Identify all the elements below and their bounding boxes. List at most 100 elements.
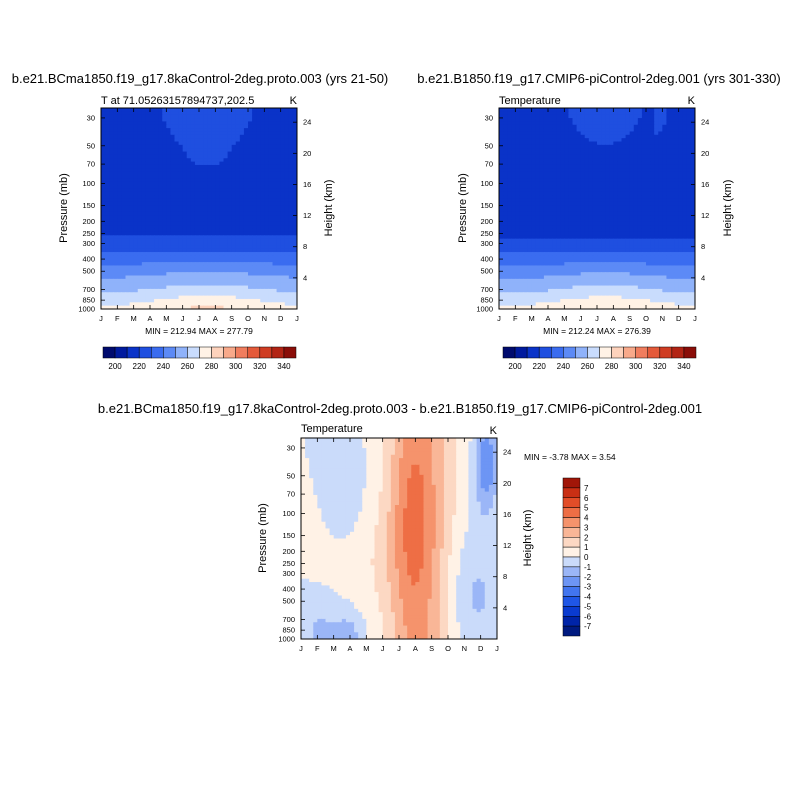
contour-cell: [637, 158, 643, 163]
contour-cell: [158, 178, 163, 183]
contour-cell: [137, 188, 143, 193]
contour-cell: [133, 265, 139, 270]
contour-cell: [588, 124, 594, 129]
contour-cell: [231, 235, 237, 240]
contour-cell: [252, 215, 257, 220]
contour-cell: [125, 134, 131, 139]
contour-cell: [231, 131, 237, 136]
contour-cell: [280, 295, 286, 300]
contour-cell: [211, 158, 216, 163]
contour-cell: [646, 144, 651, 149]
contour-cell: [617, 188, 623, 193]
contour-cell: [292, 158, 297, 163]
contour-cell: [597, 221, 602, 226]
contour-cell: [597, 195, 602, 200]
contour-cell: [223, 161, 229, 166]
contour-cell: [548, 228, 553, 233]
contour-cell: [641, 211, 647, 216]
contour-cell: [203, 248, 208, 253]
contour-cell: [121, 164, 127, 169]
contour-cell: [272, 195, 278, 200]
contour-cell: [121, 282, 127, 287]
x-tick-label: O: [245, 314, 251, 323]
contour-cell: [199, 245, 204, 250]
contour-cell: [641, 198, 647, 203]
contour-cell: [162, 208, 167, 213]
contour-cell: [227, 252, 233, 256]
contour-cell: [662, 118, 668, 122]
contour-cell: [531, 178, 537, 183]
contour-cell: [507, 188, 512, 193]
contour-cell: [280, 148, 286, 153]
contour-cell: [658, 108, 663, 112]
contour-cell: [105, 292, 110, 297]
contour-cell: [556, 215, 561, 220]
contour-cell: [560, 121, 565, 126]
y-tick-label: 100: [82, 179, 95, 188]
contour-cell: [223, 265, 229, 270]
contour-cell: [637, 161, 643, 166]
contour-cell: [243, 298, 249, 303]
contour-cell: [625, 171, 631, 176]
contour-cell: [194, 285, 200, 290]
contour-cell: [674, 195, 680, 200]
contour-cell: [121, 121, 127, 126]
contour-cell: [235, 275, 241, 280]
contour-cell: [515, 128, 521, 133]
contour-cell: [515, 121, 521, 126]
contour-cell: [284, 131, 290, 136]
contour-cell: [194, 148, 200, 153]
contour-cell: [601, 188, 606, 193]
contour-cell: [260, 228, 265, 233]
contour-cell: [292, 231, 297, 236]
contour-cell: [564, 128, 570, 133]
contour-cell: [248, 191, 253, 196]
contour-cell: [141, 134, 147, 139]
contour-cell: [658, 211, 663, 216]
contour-cell: [211, 211, 216, 216]
contour-cell: [227, 198, 233, 203]
contour-cell: [141, 282, 147, 287]
contour-cell: [235, 262, 241, 267]
contour-cell: [174, 128, 180, 133]
contour-cell: [260, 185, 265, 189]
contour-cell: [527, 148, 533, 153]
contour-cell: [243, 191, 249, 196]
contour-cell: [629, 195, 635, 200]
contour-cell: [166, 305, 172, 309]
y-right-tick-label: 8: [303, 242, 307, 251]
contour-cell: [260, 275, 265, 280]
contour-cell: [288, 144, 294, 149]
contour-cell: [137, 108, 143, 112]
contour-cell: [260, 302, 265, 307]
contour-cell: [174, 275, 180, 280]
contour-cell: [609, 221, 614, 226]
contour-cell: [211, 298, 216, 303]
contour-cell: [276, 158, 282, 163]
contour-cell: [133, 111, 139, 116]
contour-cell: [523, 185, 529, 189]
contour-cell: [621, 208, 627, 213]
contour-cell: [674, 118, 680, 122]
contour-cell: [219, 208, 225, 213]
contour-cell: [292, 258, 297, 263]
contour-cell: [182, 161, 188, 166]
contour-cell: [109, 215, 114, 220]
contour-cell: [117, 248, 123, 253]
contour-cell: [207, 275, 212, 280]
contour-cell: [235, 248, 241, 253]
contour-cell: [199, 211, 204, 216]
contour-cell: [150, 171, 155, 176]
contour-cell: [145, 285, 151, 290]
contour-cell: [637, 221, 643, 226]
contour-cell: [662, 181, 668, 186]
contour-cell: [154, 215, 159, 220]
contour-cell: [101, 111, 106, 116]
contour-cell: [129, 151, 135, 156]
contour-cell: [113, 238, 118, 243]
contour-cell: [141, 265, 147, 270]
contour-cell: [141, 278, 147, 283]
contour-cell: [101, 138, 106, 143]
contour-cell: [260, 278, 265, 283]
contour-cell: [162, 272, 167, 277]
